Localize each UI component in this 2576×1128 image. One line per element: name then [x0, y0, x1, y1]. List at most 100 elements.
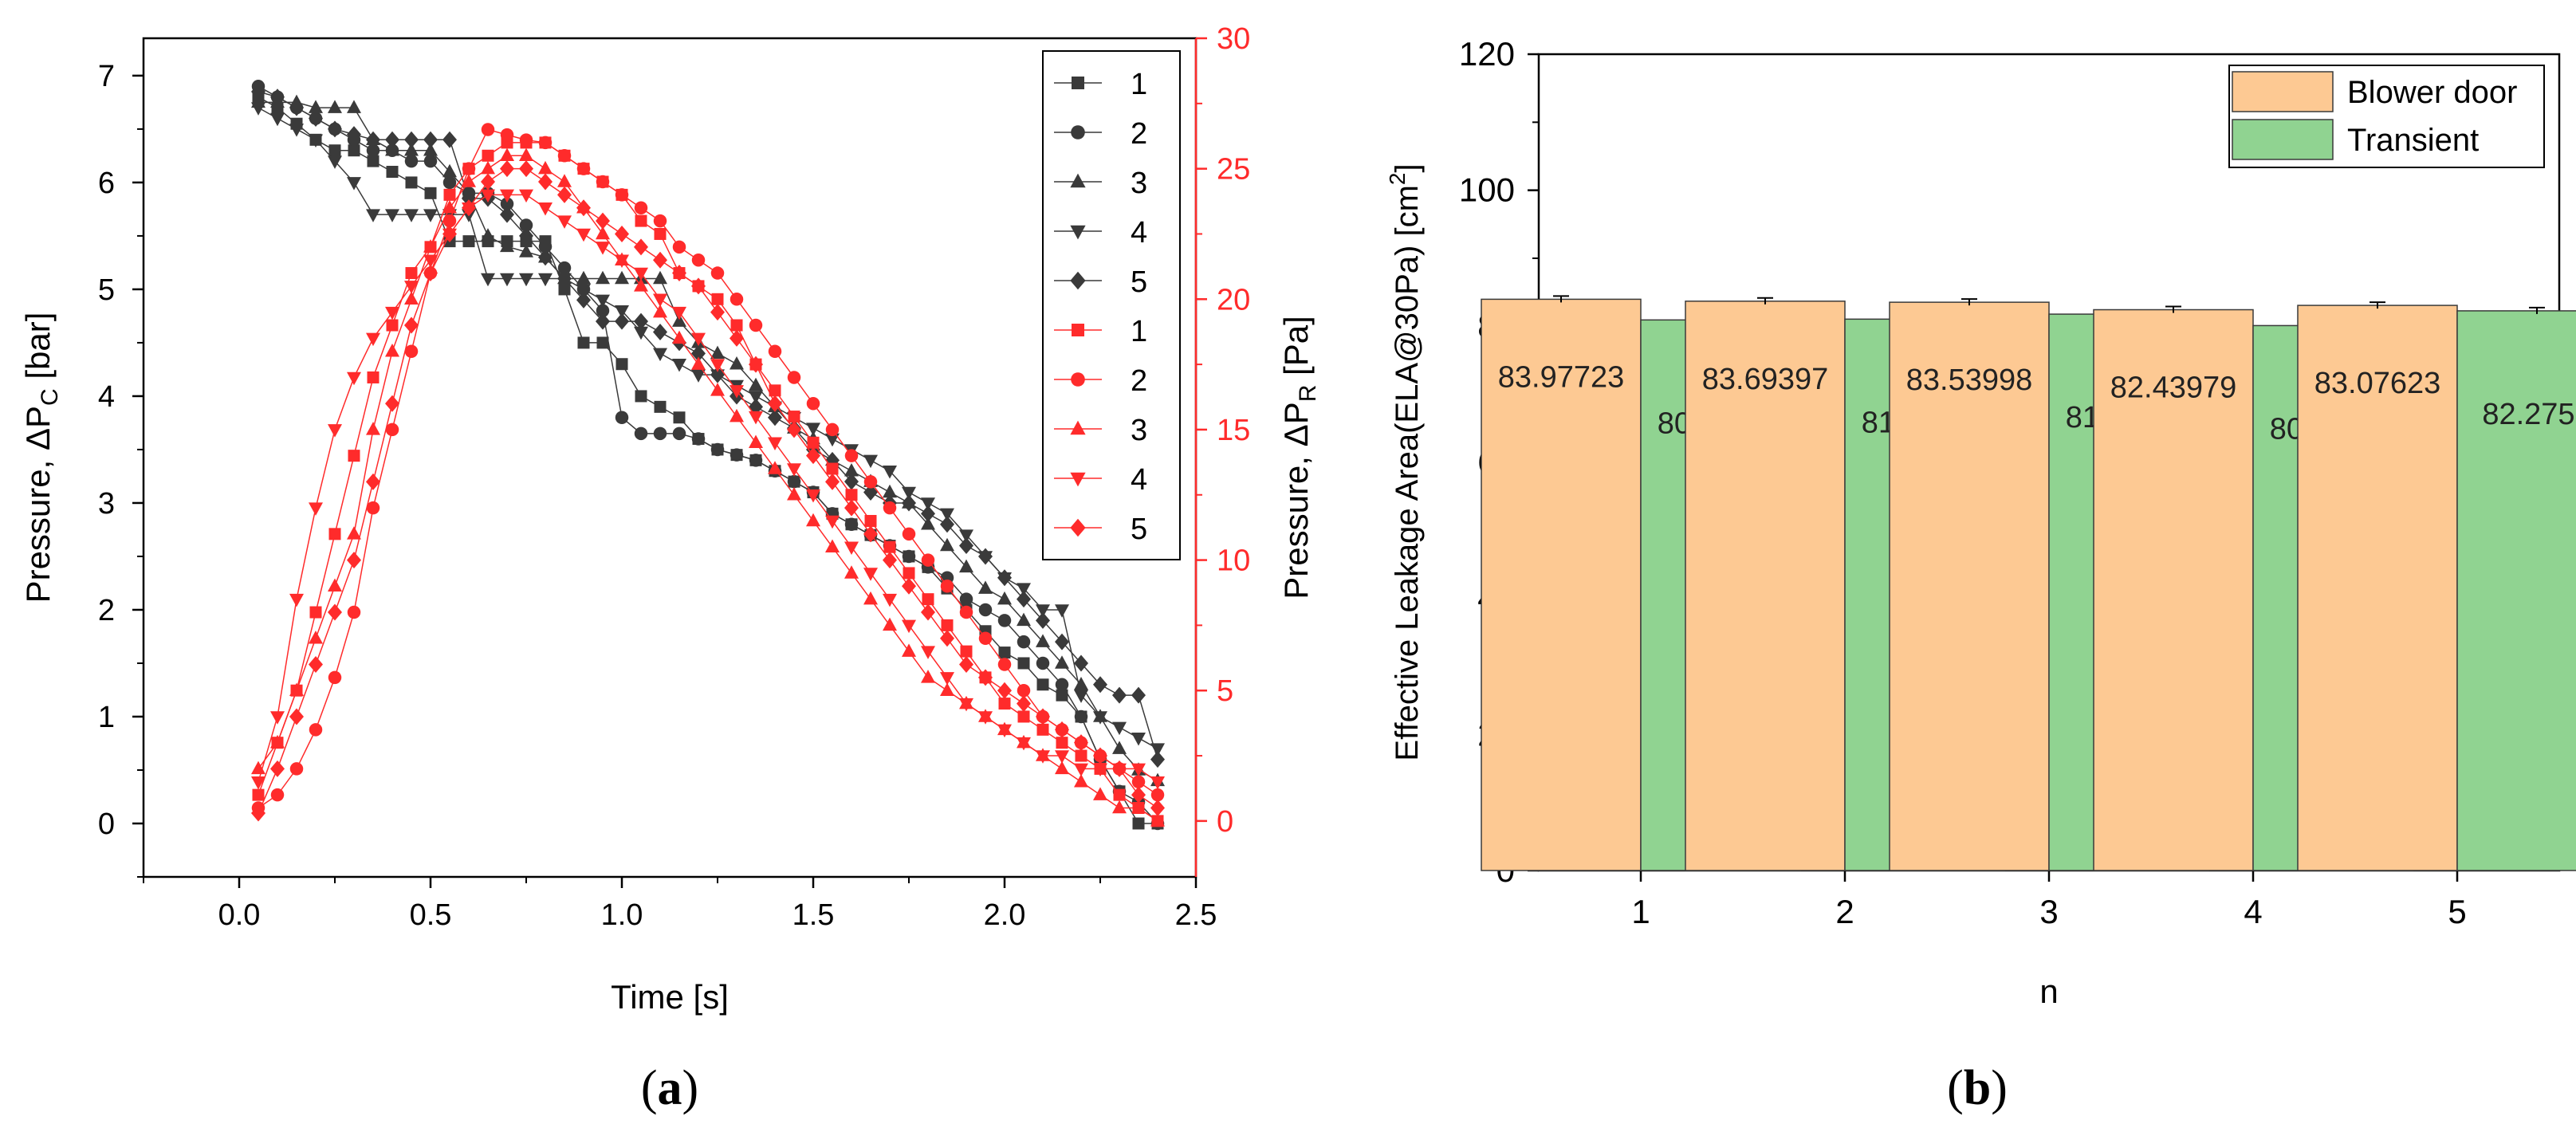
data-point	[959, 605, 973, 619]
data-point	[1131, 800, 1146, 814]
data-point	[691, 356, 706, 370]
x-tick-label: 1.0	[601, 898, 643, 932]
data-point	[347, 126, 361, 143]
data-point	[710, 442, 725, 457]
data-point	[1036, 750, 1050, 764]
data-point	[557, 270, 572, 288]
data-point	[596, 242, 610, 255]
data-point	[386, 166, 399, 179]
data-point	[404, 154, 419, 168]
legend-label: 5	[1131, 265, 1147, 299]
data-point	[519, 244, 533, 257]
data-point	[691, 369, 706, 383]
caption-letter: b	[1964, 1061, 1991, 1115]
x-tick-label: 0.5	[410, 898, 452, 932]
data-point	[596, 212, 610, 230]
data-point	[844, 565, 859, 579]
y-left-tick-label: 6	[98, 167, 115, 200]
legend-label: 5	[1131, 513, 1147, 546]
data-point	[787, 371, 801, 384]
data-point	[309, 606, 322, 619]
data-point	[328, 670, 342, 685]
bar-blower-door	[1685, 301, 1846, 871]
y-right-tick-label: 20	[1217, 283, 1250, 316]
data-point	[826, 462, 839, 475]
y-right-tick-label: 10	[1217, 544, 1250, 578]
data-point	[328, 528, 341, 540]
data-point	[347, 526, 361, 540]
data-point	[557, 215, 572, 229]
legend-swatch	[2232, 119, 2334, 160]
data-point	[749, 454, 763, 467]
data-point	[634, 326, 648, 340]
data-point	[615, 411, 629, 424]
bar-blower-door	[1481, 298, 1642, 871]
data-label: 83.69397	[1702, 363, 1829, 396]
data-point	[844, 541, 859, 555]
data-point	[691, 344, 706, 362]
caption-open: (	[1947, 1061, 1964, 1115]
data-point	[1055, 678, 1069, 692]
data-point	[1017, 612, 1031, 627]
data-point	[500, 206, 514, 223]
data-point	[596, 304, 610, 317]
data-point	[883, 593, 897, 607]
data-point	[519, 147, 533, 162]
series-right-4	[251, 189, 1165, 790]
data-point	[328, 603, 342, 621]
data-point	[998, 698, 1011, 710]
data-point	[653, 251, 667, 269]
data-point	[386, 319, 399, 332]
legend-label: 2	[1131, 117, 1147, 151]
data-point	[806, 513, 820, 527]
data-point	[749, 356, 763, 373]
data-point	[442, 214, 457, 228]
data-point	[902, 549, 916, 564]
data-label: 82.2753	[2482, 398, 2576, 431]
data-point	[654, 227, 667, 240]
data-point	[442, 175, 457, 190]
data-point	[615, 188, 629, 202]
data-point	[844, 463, 859, 477]
data-point	[1131, 686, 1146, 704]
data-point	[863, 475, 878, 489]
data-point	[462, 235, 475, 248]
data-point	[1131, 733, 1146, 746]
data-point	[462, 162, 476, 175]
data-point	[1036, 604, 1050, 618]
data-point	[576, 228, 591, 242]
data-point	[423, 209, 438, 222]
bar-transient	[2456, 310, 2576, 871]
data-point	[634, 201, 648, 214]
data-point	[1036, 678, 1049, 691]
data-point	[596, 226, 610, 240]
data-point	[959, 698, 973, 712]
data-point	[710, 383, 725, 396]
data-point	[347, 371, 361, 386]
data-point	[270, 711, 285, 725]
y-left-tick-label: 1	[98, 701, 115, 734]
data-point	[366, 332, 380, 347]
y-right-tick-label: 5	[1217, 674, 1233, 708]
data-point	[367, 155, 380, 167]
data-point	[768, 461, 782, 474]
data-point	[863, 484, 878, 501]
data-point	[367, 371, 380, 383]
data-point	[883, 540, 896, 553]
data-point	[940, 682, 954, 696]
legend-label: 3	[1131, 414, 1147, 447]
data-point	[788, 411, 800, 423]
data-point	[768, 409, 782, 426]
data-point	[711, 293, 724, 305]
caption-a: (a)	[641, 1061, 698, 1115]
data-point	[1093, 763, 1107, 777]
data-point	[482, 149, 494, 162]
data-point	[902, 486, 916, 501]
data-point	[653, 293, 667, 308]
y-left-tick-label: 4	[98, 380, 115, 414]
data-point	[270, 788, 285, 802]
caption-letter: a	[658, 1061, 682, 1115]
data-point	[825, 515, 840, 529]
legend-swatch	[2232, 71, 2334, 112]
